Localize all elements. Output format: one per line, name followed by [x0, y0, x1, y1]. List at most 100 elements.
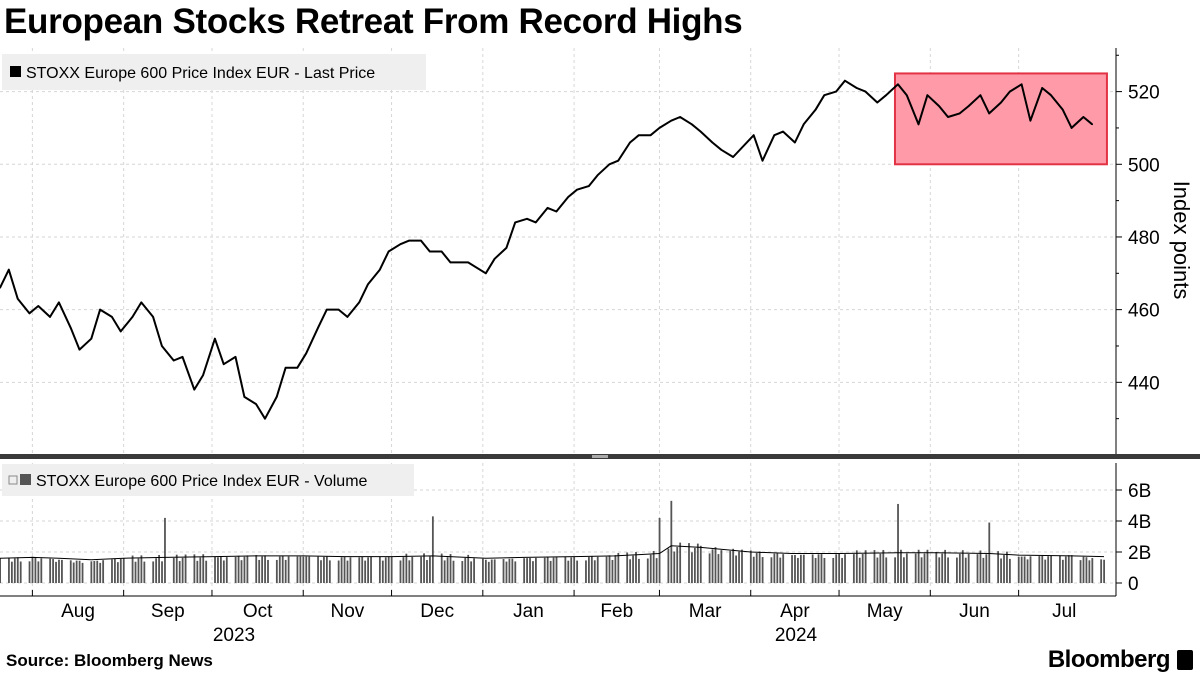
volume-bar: [652, 550, 655, 583]
volume-bar: [835, 554, 838, 583]
volume-bar: [982, 557, 985, 583]
price-point: [1008, 90, 1011, 93]
volume-bar: [49, 558, 52, 583]
y-axis-title: Index points: [1169, 181, 1194, 300]
volume-bar: [317, 556, 319, 583]
volume-bar: [679, 542, 682, 583]
volume-bar: [281, 555, 284, 583]
volume-bar: [134, 561, 137, 583]
volume-bar: [576, 560, 579, 583]
volume-bar: [52, 559, 54, 583]
price-point: [638, 134, 640, 137]
volume-bar: [914, 553, 917, 583]
volume-bar: [287, 556, 290, 583]
volume-bar: [782, 554, 785, 583]
volume-bar: [944, 549, 947, 583]
volume-bar: [779, 557, 782, 583]
volume-bar: [461, 561, 464, 583]
volume-bar: [1003, 555, 1005, 583]
price-point: [387, 250, 390, 253]
volume-bar: [384, 557, 387, 583]
price-point: [844, 79, 846, 82]
volume-bar: [956, 557, 958, 583]
volume-y-tick-label: 0: [1128, 574, 1139, 595]
volume-bar: [102, 560, 105, 583]
volume-bar: [838, 553, 841, 583]
volume-bar: [175, 554, 178, 583]
volume-bar: [220, 556, 222, 583]
volume-bar: [217, 557, 219, 583]
price-point: [588, 185, 590, 187]
volume-bar: [131, 555, 134, 583]
volume-bar: [794, 555, 796, 583]
volume-bar: [202, 554, 205, 583]
volume-bar: [814, 557, 817, 583]
volume-bar: [855, 550, 858, 583]
volume-bar: [976, 554, 979, 583]
source-note: Source: Bloomberg News: [6, 651, 213, 670]
price-point: [617, 159, 620, 162]
volume-bar: [935, 552, 938, 583]
price-point: [649, 134, 652, 137]
volume-bar: [958, 553, 961, 583]
price-point: [1091, 123, 1094, 126]
volume-bar: [799, 554, 802, 583]
volume-bar: [473, 558, 475, 583]
volume-bar: [546, 557, 549, 583]
y-tick-label: 500: [1128, 155, 1160, 176]
chart-title: European Stocks Retreat From Record High…: [4, 2, 743, 41]
volume-bar: [364, 560, 367, 583]
volume-bar: [876, 557, 879, 583]
y-tick-label: 520: [1128, 83, 1160, 104]
volume-bar: [617, 552, 620, 583]
x-tick-label: Mar: [689, 601, 722, 622]
price-point: [58, 301, 60, 304]
price-point: [69, 327, 72, 329]
price-point: [546, 207, 549, 209]
price-point: [16, 297, 19, 300]
volume-bar: [570, 557, 573, 583]
price-point: [926, 94, 929, 97]
volume-bar: [55, 561, 57, 583]
volume-bar: [593, 560, 596, 583]
volume-bar: [381, 560, 384, 583]
price-point: [28, 312, 31, 315]
price-point: [988, 112, 990, 115]
price-point: [864, 90, 867, 93]
price-point: [732, 156, 734, 158]
volume-bar: [405, 553, 408, 583]
volume-bar: [879, 553, 882, 583]
price-point: [449, 261, 452, 264]
price-point: [214, 337, 216, 340]
volume-bar: [658, 517, 661, 583]
volume-bar: [711, 549, 714, 583]
volume-bar: [852, 554, 855, 583]
price-point: [514, 221, 516, 224]
volume-bar: [526, 558, 528, 583]
price-point: [711, 141, 714, 144]
volume-bar: [305, 556, 308, 583]
volume-bar: [96, 560, 99, 583]
volume-bar: [699, 545, 702, 583]
volume-bar: [811, 554, 814, 583]
price-point: [1020, 83, 1023, 86]
price-point: [140, 301, 143, 304]
price-point: [823, 94, 826, 97]
volume-bar: [832, 557, 835, 583]
volume-bar: [720, 550, 723, 583]
volume-bar: [1061, 559, 1064, 583]
x-tick-label: Oct: [243, 601, 273, 622]
volume-bar: [143, 561, 146, 583]
volume-bar: [1047, 556, 1050, 583]
price-point: [897, 83, 899, 86]
volume-bar: [31, 556, 34, 583]
volume-bar: [137, 558, 140, 583]
volume-bar: [196, 560, 199, 583]
price-point: [152, 316, 154, 318]
legend-top-swatch: [10, 66, 21, 77]
volume-bar: [729, 550, 732, 583]
volume-bar: [0, 558, 1, 583]
volume-bar: [40, 558, 43, 583]
price-point: [49, 316, 51, 318]
legend-bottom-bg: [2, 464, 414, 496]
